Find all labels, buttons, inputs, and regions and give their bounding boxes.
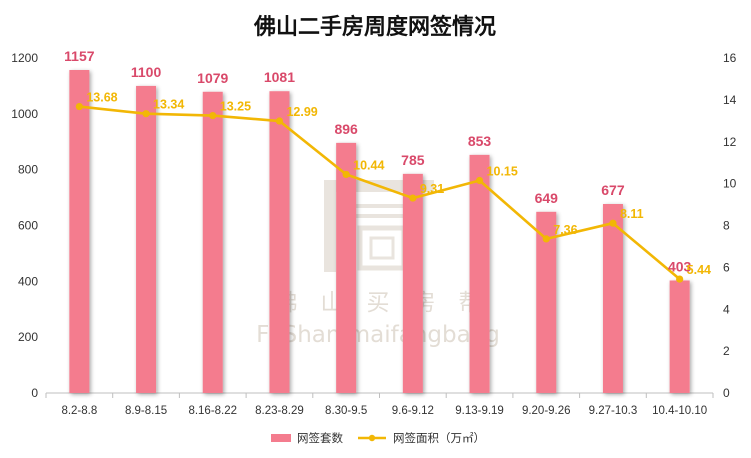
- bar-data-label: 403: [668, 258, 692, 274]
- line-point: [676, 275, 684, 283]
- bar-data-label: 896: [334, 121, 358, 137]
- line-data-label: 13.34: [153, 98, 184, 112]
- bar-data-label: 1081: [264, 69, 295, 85]
- line-data-label: 10.44: [353, 158, 384, 172]
- y-right-tick-label: 6: [723, 260, 730, 274]
- y-left-tick-label: 0: [31, 386, 38, 400]
- legend-line-label: 网签面积（万㎡）: [393, 431, 485, 445]
- y-left-tick-label: 1000: [11, 107, 38, 121]
- y-right-tick-label: 2: [723, 344, 730, 358]
- legend-line-marker: [368, 434, 376, 442]
- line-point: [342, 170, 350, 179]
- line-data-label: 7.36: [553, 223, 577, 237]
- x-tick-label: 9.20-9.26: [522, 405, 571, 417]
- bar: [469, 154, 490, 393]
- line-point: [475, 176, 484, 185]
- bar: [136, 85, 157, 394]
- x-tick-label: 8.23-8.29: [255, 405, 304, 417]
- line-data-label: 5.44: [687, 263, 711, 277]
- axes-group: 0 200 400 600 800 1000 1200 0 2 4 6 8 10 12 14 16 8.2-8.…: [11, 51, 736, 417]
- line-data-label: 8.11: [620, 207, 644, 221]
- x-tick-label: 8.30-9.5: [325, 405, 367, 417]
- line-data-label: 12.99: [286, 105, 317, 119]
- bar: [202, 91, 223, 393]
- y-left-tick-label: 600: [18, 219, 38, 233]
- y-left-tick-label: 200: [18, 330, 38, 344]
- labels-group: 1157 1100 1079 1081 896 785 853 649 677 403 13.68 1…: [64, 48, 711, 277]
- bar: [536, 211, 557, 393]
- line-point: [542, 235, 550, 243]
- x-tick-label: 8.2-8.8: [61, 405, 97, 417]
- y-right-tick-label: 4: [723, 302, 730, 316]
- bar-data-label: 785: [401, 152, 425, 168]
- y-right-tick-label: 8: [723, 219, 730, 233]
- series-line: [79, 105, 681, 281]
- bar-data-label: 649: [535, 190, 559, 206]
- bar: [602, 204, 623, 393]
- line-point: [142, 110, 150, 118]
- bar: [269, 91, 290, 394]
- y-left-tick-label: 400: [18, 274, 38, 288]
- x-tick-label: 9.6-9.12: [392, 405, 434, 417]
- line-data-label: 9.31: [420, 182, 444, 196]
- y-left-tick-label: 1200: [11, 51, 38, 65]
- legend: 网签套数 网签面积（万㎡）: [271, 431, 485, 445]
- line-point: [609, 219, 617, 227]
- line-point: [275, 117, 284, 125]
- bars-group: [69, 70, 690, 394]
- bar-data-label: 1079: [197, 70, 228, 86]
- bar: [669, 280, 690, 393]
- x-tick-label: 8.16-8.22: [188, 405, 237, 417]
- y-right-tick-label: 10: [723, 177, 737, 191]
- bar-data-label: 1100: [131, 64, 162, 80]
- x-tick-label: 10.4-10.10: [652, 405, 707, 417]
- line-data-label: 10.15: [487, 164, 518, 178]
- legend-bar-swatch: [271, 434, 291, 442]
- x-tick-label: 9.27-10.3: [589, 405, 638, 417]
- watermark-text-en: FoShan maifangbang: [256, 322, 500, 348]
- watermark-text-cn: 佛 山 买 房 帮: [275, 290, 482, 316]
- legend-bar-label: 网签套数: [297, 431, 343, 445]
- y-right-tick-label: 16: [723, 51, 737, 65]
- x-tick-label: 9.13-9.19: [455, 405, 504, 417]
- chart-title: 佛山二手房周度网签情况: [253, 14, 496, 40]
- bar: [69, 70, 90, 394]
- line-point: [409, 194, 417, 202]
- bar: [402, 173, 423, 393]
- line-point: [209, 111, 217, 120]
- bar-data-label: 853: [468, 133, 492, 149]
- line-group: [75, 102, 684, 283]
- line-data-label: 13.25: [220, 100, 251, 114]
- line-data-label: 13.68: [86, 91, 117, 105]
- y-right-tick-label: 12: [723, 135, 737, 149]
- bar: [336, 142, 357, 393]
- line-point: [75, 102, 83, 111]
- y-left-tick-label: 800: [18, 163, 38, 177]
- bar-data-label: 1157: [64, 48, 95, 64]
- bar-data-label: 677: [601, 182, 625, 198]
- y-right-tick-label: 0: [723, 386, 730, 400]
- y-right-tick-label: 14: [723, 93, 737, 107]
- x-tick-label: 8.9-8.15: [125, 405, 167, 417]
